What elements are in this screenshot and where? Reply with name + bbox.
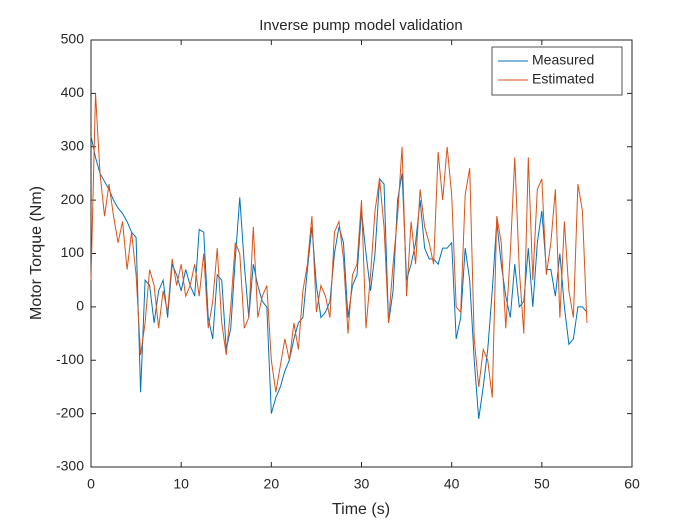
y-tick-label: 100	[61, 244, 85, 260]
plot-area	[90, 39, 633, 468]
y-tick-label: 0	[76, 298, 84, 314]
y-tick-label: 300	[61, 137, 85, 153]
x-tick-label: 50	[534, 476, 550, 492]
legend-box	[491, 46, 623, 96]
x-tick-label: 20	[264, 476, 280, 492]
legend-label: Measured	[532, 52, 594, 68]
y-tick-label: -300	[56, 458, 84, 474]
y-axis-label: Motor Torque (Nm)	[28, 186, 45, 320]
x-tick-label: 10	[173, 476, 189, 492]
y-tick-label: 200	[61, 191, 85, 207]
chart-title: Inverse pump model validation	[259, 17, 462, 34]
x-axis-label: Time (s)	[332, 501, 390, 518]
x-tick-label: 0	[87, 476, 95, 492]
legend-label: Estimated	[532, 71, 594, 87]
y-tick-label: 500	[61, 31, 85, 47]
x-tick-label: 40	[444, 476, 460, 492]
x-tick-label: 60	[624, 476, 640, 492]
y-tick-label: -200	[56, 404, 84, 420]
y-tick-label: 400	[61, 84, 85, 100]
x-tick-label: 30	[354, 476, 370, 492]
data-line	[90, 93, 588, 398]
y-tick-label: -100	[56, 351, 84, 367]
